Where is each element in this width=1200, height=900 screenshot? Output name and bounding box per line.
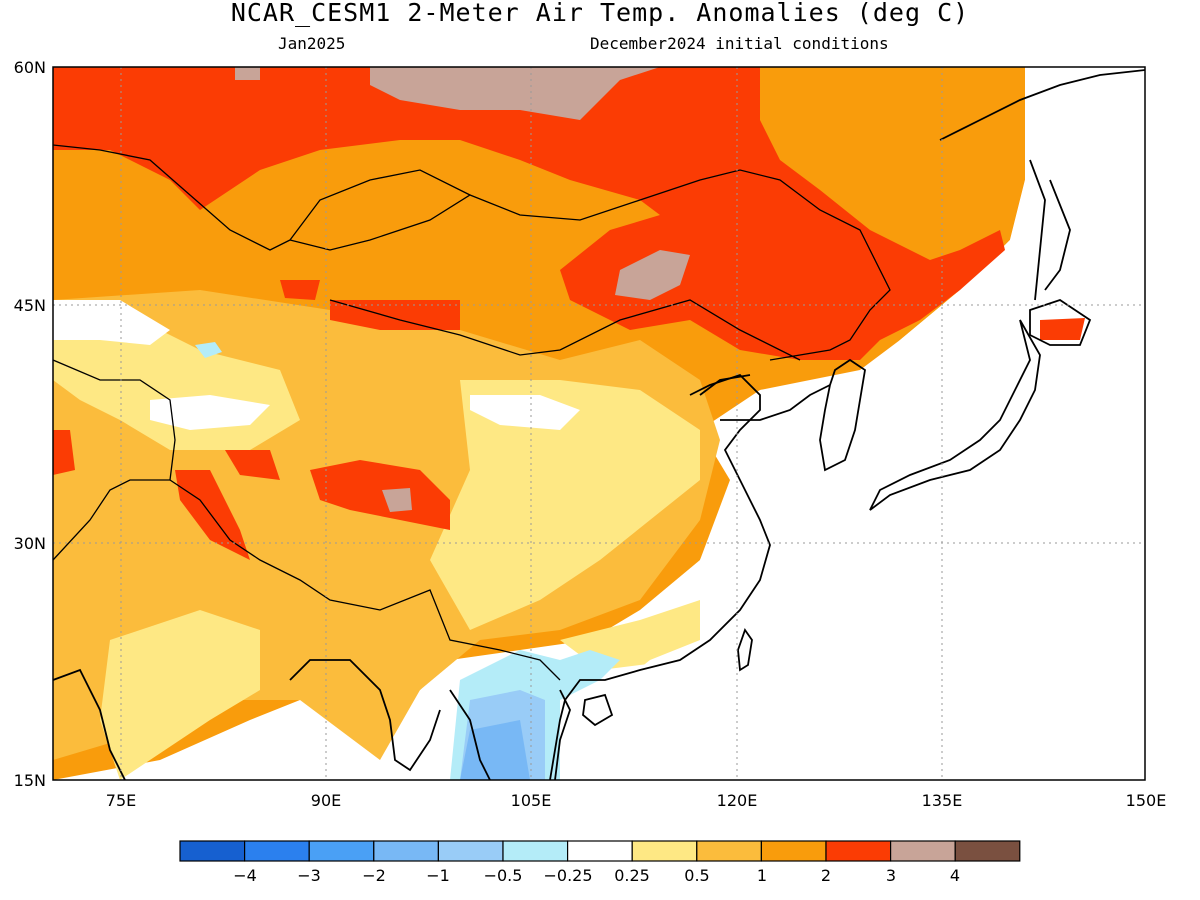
map-title: NCAR_CESM1 2-Meter Air Temp. Anomalies (… — [230, 0, 970, 27]
lat-label: 45N — [14, 296, 46, 315]
field-red-north — [53, 67, 1005, 360]
hainan — [582, 693, 614, 727]
legend-ticks: −4 −3 −2 −1 −0.5 −0.25 0.25 0.5 1 2 3 4 — [233, 866, 960, 885]
legend-tick-label: −1 — [426, 866, 450, 885]
china-mongolia-border — [289, 169, 891, 361]
lat-label: 15N — [14, 771, 46, 790]
bohai — [699, 374, 751, 396]
hokkaido — [1029, 299, 1092, 346]
legend-color-box — [308, 840, 375, 862]
field-pale-yellow-south — [100, 610, 260, 780]
legend-tick-label: 0.25 — [614, 866, 650, 885]
field-blue — [460, 720, 530, 780]
bay-of-bengal — [289, 659, 441, 772]
field-red-hokkaido — [1040, 318, 1085, 340]
china-inner-border — [329, 299, 801, 361]
coastlines — [53, 69, 1145, 780]
map-frame — [52, 66, 1146, 781]
legend-color-box — [373, 840, 439, 862]
anomaly-field — [53, 67, 1145, 780]
legend-tick-label: −4 — [233, 866, 257, 885]
lon-label: 120E — [717, 791, 758, 810]
taiwan — [737, 628, 753, 672]
korea — [819, 358, 866, 472]
pakistan-border — [53, 479, 170, 561]
lon-label: 75E — [106, 791, 136, 810]
legend-color-box — [696, 840, 762, 862]
india-coast — [53, 668, 126, 780]
legend-tick-label: −2 — [362, 866, 386, 885]
field-red-himalaya — [175, 470, 250, 560]
legend-tick-label: 0.5 — [684, 866, 709, 885]
kamchatka-coast — [1044, 179, 1071, 291]
field-pale-yellow — [430, 380, 700, 630]
lat-label: 30N — [14, 534, 46, 553]
subtitle-month: Jan2025 — [278, 34, 346, 53]
legend-tick-label: 4 — [950, 866, 960, 885]
japan-main — [869, 319, 1041, 511]
field-mauve-tibet — [382, 488, 412, 512]
mongolia-russia-border — [289, 169, 471, 241]
legend-tick-label: −0.5 — [484, 866, 523, 885]
legend-color-box — [244, 840, 310, 862]
country-borders — [53, 144, 891, 681]
indochina-coast — [449, 689, 571, 780]
field-red-edge — [53, 430, 75, 475]
lon-labels: 75E 90E 105E 120E 135E 150E — [106, 791, 1167, 810]
legend-tick-label: −3 — [297, 866, 321, 885]
legend-tick-label: −0.25 — [543, 866, 592, 885]
field-mauve-mongolia — [615, 250, 690, 300]
lat-label: 60N — [14, 58, 46, 77]
kazakh-border — [53, 144, 291, 251]
field-white-tibet — [150, 395, 270, 430]
subtitle-initial-conditions: December2024 initial conditions — [590, 34, 889, 53]
field-mauve-north — [235, 67, 260, 80]
legend-color-box — [825, 840, 892, 862]
central-asia-borders — [53, 359, 176, 481]
field-white-center — [470, 395, 580, 430]
lon-label: 135E — [922, 791, 963, 810]
field-red-tibet — [310, 460, 450, 530]
legend-color-box — [889, 840, 956, 862]
gridlines — [53, 67, 1145, 780]
lon-label: 90E — [311, 791, 341, 810]
legend-color-box — [954, 840, 1021, 862]
legend-color-box — [502, 840, 569, 862]
legend-color-box — [760, 840, 827, 862]
field-mauve-center — [370, 67, 660, 120]
legend-tick-label: 3 — [886, 866, 896, 885]
china-south-border — [169, 479, 561, 681]
field-white-east — [560, 67, 1145, 780]
legend-colorbar — [179, 840, 1021, 862]
legend-tick-label: 1 — [757, 866, 767, 885]
legend-color-box — [179, 840, 246, 862]
field-red-band — [330, 300, 460, 330]
field-red-small — [225, 450, 280, 480]
legend-tick-label: 2 — [821, 866, 831, 885]
lon-label: 150E — [1126, 791, 1167, 810]
russia-coast — [939, 69, 1145, 141]
lon-label: 105E — [511, 791, 552, 810]
field-white-west — [53, 300, 170, 345]
lat-labels: 60N 45N 30N 15N — [14, 58, 46, 790]
yellow-sea — [720, 384, 831, 421]
legend-color-box — [566, 840, 633, 862]
china-coast — [549, 373, 771, 780]
legend-color-box — [631, 840, 698, 862]
sakhalin — [1029, 159, 1046, 301]
field-light-blue-tibet — [195, 342, 222, 358]
field-red-west — [280, 280, 320, 300]
legend-color-box — [437, 840, 504, 862]
